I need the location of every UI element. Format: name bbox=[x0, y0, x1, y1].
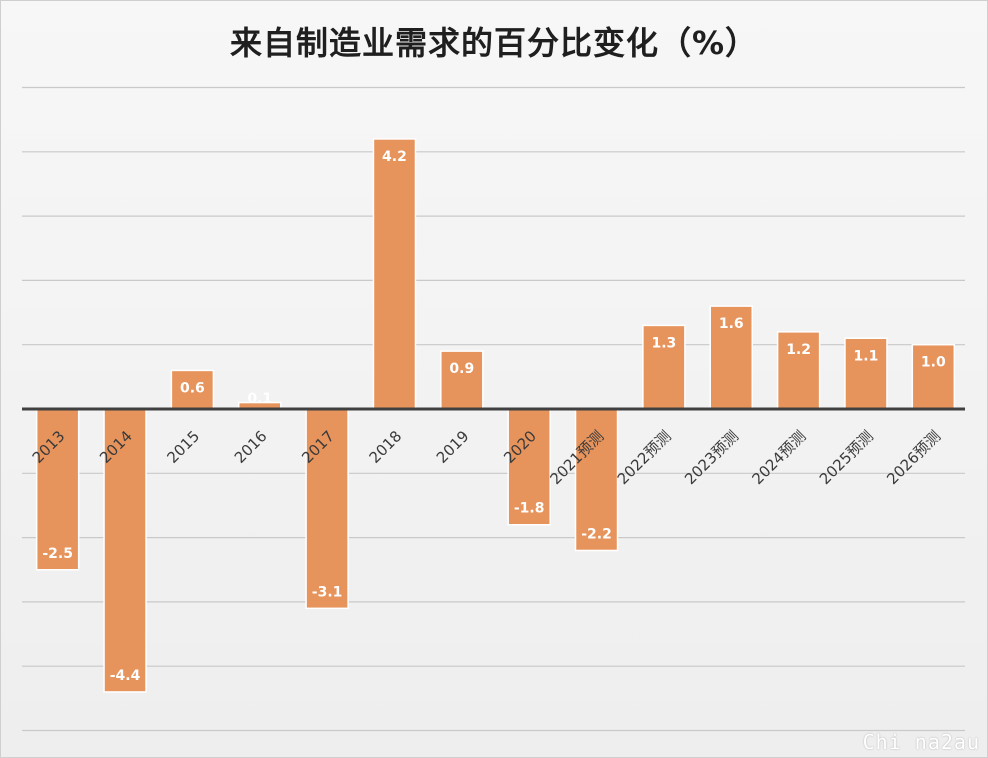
bar bbox=[35, 408, 80, 571]
data-label: -2.2 bbox=[581, 526, 612, 542]
data-label: -2.5 bbox=[42, 546, 73, 562]
bar bbox=[844, 337, 888, 410]
bar bbox=[776, 331, 821, 410]
category-label: 2019 bbox=[433, 427, 473, 467]
data-label: -3.1 bbox=[312, 584, 343, 600]
bar bbox=[372, 138, 417, 410]
data-label: 4.2 bbox=[382, 149, 407, 165]
data-label: -1.8 bbox=[514, 501, 545, 517]
bar bbox=[507, 408, 551, 526]
bars bbox=[35, 138, 956, 693]
data-label: 1.6 bbox=[719, 316, 744, 332]
data-label: 0.9 bbox=[449, 361, 474, 377]
bar bbox=[305, 408, 349, 610]
data-label: 1.3 bbox=[651, 335, 676, 351]
category-label: 2024预测 bbox=[748, 427, 809, 488]
category-label: 2026预测 bbox=[883, 427, 944, 488]
category-labels: 2013 2014 2015 2016 2017 2018 2019 2020 2021预测 20… bbox=[29, 427, 944, 488]
category-label: 2015 bbox=[163, 427, 203, 467]
data-label: -4.4 bbox=[110, 668, 141, 684]
category-label: 2025预测 bbox=[816, 427, 877, 488]
bar bbox=[911, 343, 956, 410]
data-label: 1.2 bbox=[786, 342, 811, 358]
data-label: 1.0 bbox=[921, 355, 946, 371]
watermark: Chi na2au bbox=[862, 730, 980, 754]
data-label: 0.6 bbox=[180, 380, 205, 396]
data-label: 1.1 bbox=[854, 348, 879, 364]
category-label: 2018 bbox=[366, 427, 406, 467]
category-label: 2016 bbox=[231, 427, 271, 467]
bar bbox=[103, 408, 147, 693]
data-label: 0.1 bbox=[247, 391, 272, 407]
category-label: 2023预测 bbox=[681, 427, 742, 488]
bar bbox=[642, 324, 686, 410]
data-labels: -2.5 -4.4 0.6 0.1 -3.1 4.2 0.9 -1.8 -2.2 1.3 1.6 1.… bbox=[42, 149, 946, 684]
category-label: 2022预测 bbox=[614, 427, 675, 488]
chart-title: 来自制造业需求的百分比变化（%） bbox=[229, 24, 759, 62]
bar bbox=[440, 350, 484, 410]
